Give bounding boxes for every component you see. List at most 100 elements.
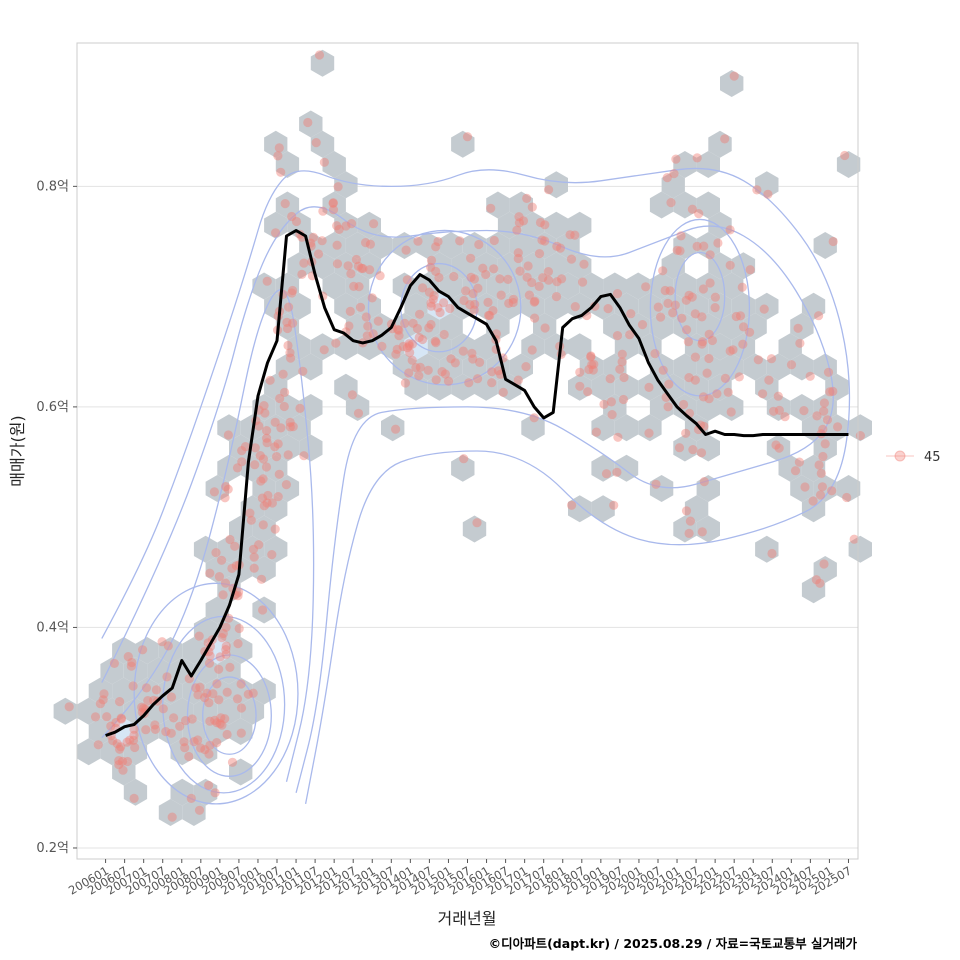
- data-point: [214, 695, 224, 705]
- hexbin-cell: [252, 475, 276, 502]
- data-point: [166, 728, 176, 738]
- data-point: [773, 391, 783, 401]
- data-point: [263, 490, 273, 501]
- hexbin-cell: [275, 151, 300, 178]
- data-point: [430, 336, 440, 346]
- data-point: [328, 198, 338, 208]
- data-point: [195, 682, 205, 692]
- hexbin-cell: [790, 313, 814, 340]
- hexbin-cell: [497, 373, 522, 401]
- hexbin-cell: [322, 191, 346, 219]
- data-point: [262, 498, 272, 508]
- hexbin-cell: [451, 454, 475, 482]
- data-point: [426, 262, 436, 272]
- data-point: [752, 185, 762, 195]
- data-point: [758, 389, 768, 399]
- hexbin-cell: [264, 414, 288, 442]
- data-point: [805, 371, 815, 381]
- data-point: [822, 415, 833, 425]
- data-point: [205, 740, 215, 751]
- data-point: [193, 735, 203, 745]
- data-point: [618, 394, 629, 405]
- data-point: [280, 199, 290, 209]
- legend: 45: [886, 450, 941, 465]
- hexbin-cell: [626, 313, 650, 340]
- data-point: [221, 649, 231, 660]
- data-point: [725, 260, 735, 270]
- data-point: [663, 402, 673, 412]
- data-point: [221, 641, 231, 651]
- data-point: [341, 221, 351, 231]
- hexbin-cell: [497, 292, 522, 320]
- hexbin-cell: [170, 738, 194, 766]
- data-point: [288, 285, 298, 296]
- data-point: [503, 274, 513, 284]
- hexbin-cell: [474, 292, 498, 320]
- data-point: [158, 704, 168, 714]
- data-point: [225, 534, 235, 545]
- data-point: [222, 687, 232, 697]
- hexbin-cell: [404, 333, 428, 361]
- data-point: [780, 412, 790, 422]
- data-point: [811, 575, 822, 585]
- data-point: [485, 310, 495, 321]
- data-point: [625, 330, 635, 340]
- data-point: [606, 397, 617, 407]
- data-point: [279, 401, 289, 412]
- data-point: [527, 277, 537, 288]
- data-point: [483, 297, 493, 307]
- data-point: [400, 318, 410, 328]
- data-point: [683, 337, 694, 347]
- hexbin-cell: [696, 353, 720, 381]
- hexbin-cell: [427, 333, 452, 361]
- hexbin-cell: [287, 252, 311, 280]
- data-point: [313, 249, 324, 259]
- hexbin-cell: [310, 130, 335, 158]
- hexbin-cell: [591, 414, 615, 442]
- hexbin-cell: [451, 252, 475, 280]
- hexbin-cell: [544, 171, 568, 199]
- hexbin-cell: [474, 373, 498, 401]
- data-point: [287, 211, 297, 222]
- hexbin-cell: [381, 333, 405, 361]
- data-point: [202, 688, 212, 698]
- data-point: [186, 793, 196, 804]
- hexbin-cell: [790, 394, 814, 421]
- hexbin-cell: [100, 738, 124, 766]
- data-point: [194, 631, 204, 641]
- data-point: [391, 349, 401, 359]
- hexbin-cell: [825, 373, 849, 401]
- hexbin-cell: [720, 272, 744, 300]
- hexbin-cell: [603, 313, 627, 340]
- hexbin-cell: [357, 292, 381, 320]
- data-point: [125, 735, 135, 745]
- data-point: [534, 249, 545, 259]
- data-point: [417, 334, 428, 345]
- data-point: [118, 765, 128, 775]
- data-point: [392, 344, 402, 354]
- hexbin-cell: [345, 232, 370, 259]
- hexbin-cell: [252, 434, 276, 462]
- data-point: [676, 231, 686, 241]
- data-point: [552, 277, 562, 287]
- data-point: [354, 282, 364, 292]
- data-point: [790, 466, 801, 476]
- data-point: [200, 693, 210, 703]
- hexbin-cell: [673, 191, 697, 219]
- data-point: [262, 276, 272, 286]
- data-point: [738, 322, 749, 332]
- data-point: [179, 737, 189, 747]
- data-point: [256, 574, 267, 584]
- data-point: [697, 339, 707, 349]
- hexbin-cell: [334, 171, 358, 199]
- hexbin-cell: [170, 778, 194, 806]
- data-point: [658, 266, 668, 276]
- data-point: [214, 572, 224, 582]
- data-point: [328, 198, 338, 208]
- data-point: [117, 756, 128, 767]
- hexbin-cell: [240, 697, 265, 725]
- data-point: [236, 703, 247, 713]
- hexbin-cell: [813, 475, 837, 502]
- data-point: [484, 310, 494, 320]
- data-point: [696, 448, 707, 458]
